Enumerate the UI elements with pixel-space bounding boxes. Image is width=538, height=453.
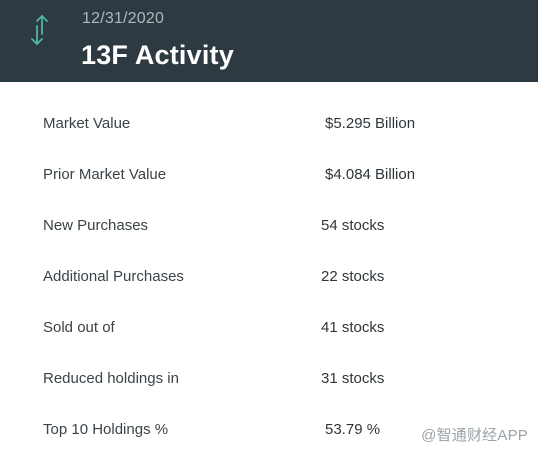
report-date: 12/31/2020 [82,10,165,27]
row-market-value: Market Value $5.295 Billion [0,98,538,149]
row-value: 22 stocks [321,268,385,285]
row-reduced-holdings: Reduced holdings in 31 stocks [0,353,538,404]
row-additional-purchases: Additional Purchases 22 stocks [0,251,538,302]
row-label: Sold out of [43,319,115,336]
row-label: New Purchases [43,217,149,234]
row-value: $5.295 Billion [325,115,416,132]
row-new-purchases: New Purchases 54 stocks [0,200,538,251]
row-prior-market-value: Prior Market Value $4.084 Billion [0,149,538,200]
row-label: Prior Market Value [43,166,167,183]
activity-list: Market Value $5.295 Billion Prior Market… [0,98,538,453]
row-value: 31 stocks [321,370,385,387]
row-label: Reduced holdings in [43,370,179,387]
header-bar: 12/31/2020 13F Activity [0,0,538,82]
row-value: 54 stocks [321,217,385,234]
row-value: $4.084 Billion [325,166,416,183]
row-top-10-holdings: Top 10 Holdings % 53.79 % [0,404,538,453]
row-label: Top 10 Holdings % [43,421,169,438]
row-label: Additional Purchases [43,268,184,285]
page-title: 13F Activity [81,40,234,70]
row-value: 41 stocks [321,319,385,336]
row-sold-out-of: Sold out of 41 stocks [0,302,538,353]
up-down-arrow-icon [28,12,52,48]
row-value: 53.79 % [325,421,381,438]
watermark: @智通财经APP [421,427,528,444]
row-label: Market Value [43,115,131,132]
